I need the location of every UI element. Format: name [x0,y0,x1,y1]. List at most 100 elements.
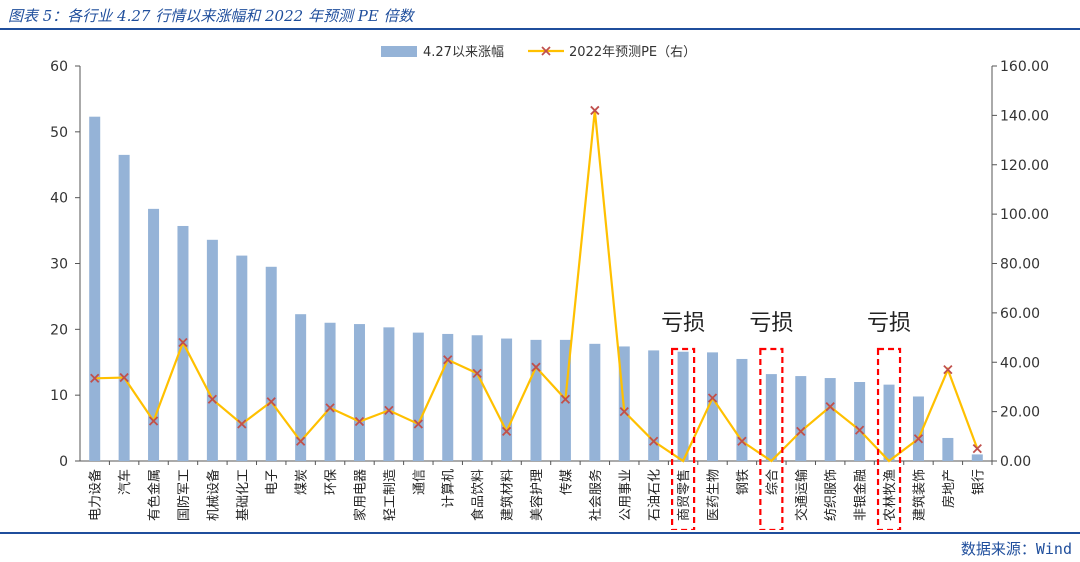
bar [942,437,954,461]
bar [677,351,689,461]
pe-marker-stroke [590,105,600,116]
right-tick-label: 60.00 [1000,306,1040,322]
bottom-rule [0,532,1080,534]
category-label: 钢铁 [736,469,751,495]
category-label: 国防军工 [176,469,192,521]
left-tick-label: 10 [50,388,68,404]
right-tick-label: 160.00 [1000,59,1049,75]
bar [89,116,101,462]
pe-marker [619,406,629,417]
left-tick-label: 30 [50,257,68,273]
left-tick-label: 60 [50,59,68,75]
bar [648,350,660,461]
category-label: 交通运输 [794,469,810,521]
bar [324,322,336,461]
bar [765,374,777,461]
bar [442,333,454,461]
pe-marker-stroke [649,436,659,446]
category-label: 环保 [324,469,339,495]
category-label: 计算机 [442,469,457,508]
pe-marker [707,393,718,403]
category-label: 汽车 [117,469,133,495]
source-note: 数据来源：Wind [960,540,1072,558]
figure-title: 图表 5：各行业 4.27 行情以来涨幅和 2022 年预测 PE 倍数 [8,7,414,25]
right-tick-label: 100.00 [1000,207,1049,223]
bar [295,314,307,461]
left-tick-label: 40 [50,191,68,207]
pe-marker-stroke [90,373,100,383]
pe-marker [796,426,806,437]
legend-label-bar: 4.27以来涨幅 [423,45,504,60]
pe-marker [649,436,659,446]
highlight-boxes: 亏损 亏损 亏损 [661,311,911,530]
pe-marker [266,397,276,407]
highlight-box [876,347,902,530]
category-label: 非银金融 [853,469,869,521]
pe-marker-stroke [354,416,365,427]
pe-marker [237,419,247,429]
pe-marker [590,105,600,116]
pe-marker-stroke [325,403,335,413]
pe-marker [325,403,335,413]
right-tick-label: 120.00 [1000,158,1049,174]
axes: 0 10 20 30 40 50 60 0.00 20.00 40.00 60.00 80.00 100… [50,59,1049,521]
bar [971,454,983,461]
category-label: 有色金属 [147,469,163,521]
bar [353,324,365,461]
pe-marker-stroke [972,444,982,454]
category-label: 房地产 [941,469,957,508]
pe-marker [943,365,953,375]
pe-marker-stroke [207,394,218,404]
pe-marker [737,436,747,446]
category-label: 农林牧渔 [883,469,898,521]
pe-marker-stroke [560,394,571,404]
bar [707,352,719,461]
pe-marker-stroke [825,402,835,412]
bar [912,396,924,461]
loss-note: 亏损 [749,311,793,336]
right-tick-label: 20.00 [1000,405,1040,421]
bar [854,382,866,461]
bar [530,339,542,461]
bar [118,154,130,461]
bar [795,376,807,461]
left-tick-label: 50 [50,125,68,141]
category-label: 商贸零售 [676,469,692,521]
category-label: 机械设备 [205,469,221,521]
bar [883,384,895,461]
pe-marker [384,405,394,416]
legend-swatch-bar [381,46,417,57]
category-label: 纺织服饰 [824,469,839,521]
category-label: 煤炭 [295,469,310,495]
right-tick-label: 0.00 [1000,454,1031,470]
left-tick-label: 20 [50,322,68,338]
bar [148,208,160,461]
bar [736,358,748,461]
right-tick-label: 80.00 [1000,257,1040,273]
pe-marker [90,373,100,383]
pe-marker-stroke [443,355,453,365]
category-label: 电力设备 [88,469,104,521]
pe-marker [854,425,865,435]
bar [824,378,836,461]
pe-marker-stroke [384,405,394,416]
category-label: 电子 [265,469,280,495]
pe-marker-stroke [296,436,306,446]
pe-marker [531,362,541,372]
pe-marker-stroke [119,372,129,383]
loss-note: 亏损 [661,311,705,336]
bar [265,266,277,461]
pe-marker [501,426,512,437]
pe-marker [825,402,835,412]
pe-marker-stroke [266,397,276,407]
category-label: 社会服务 [588,469,604,521]
category-label: 食品饮料 [470,469,486,521]
category-label: 美容护理 [529,469,545,521]
bar [383,327,395,461]
pe-marker [560,394,571,404]
category-label: 家用电器 [352,469,368,521]
category-label: 轻工制造 [383,469,398,521]
pe-marker-stroke [501,426,512,437]
pe-marker-stroke [619,406,629,417]
pe-marker [472,368,482,378]
